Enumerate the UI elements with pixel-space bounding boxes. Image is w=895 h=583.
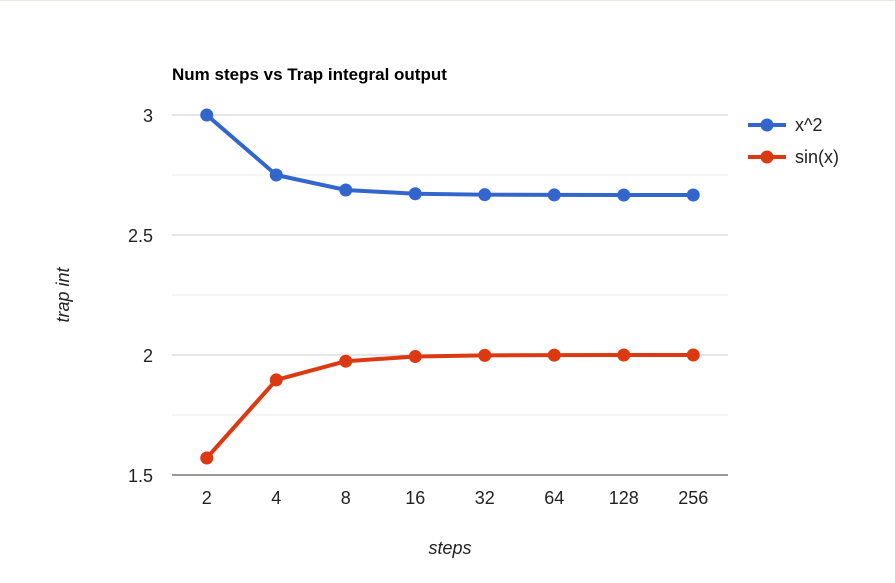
series-line xyxy=(204,113,696,197)
legend-swatch-dot xyxy=(760,150,774,164)
series-group xyxy=(200,108,700,465)
data-point xyxy=(339,183,353,197)
y-tick-label: 2 xyxy=(143,346,153,366)
legend: x^2 sin(x) xyxy=(748,115,839,167)
legend-label: sin(x) xyxy=(795,147,839,167)
legend-item: x^2 xyxy=(748,115,822,135)
x-tick-label: 128 xyxy=(609,488,639,508)
series-x^2 xyxy=(200,108,700,202)
data-point xyxy=(547,188,561,202)
data-point xyxy=(339,354,353,368)
data-point xyxy=(269,168,283,182)
x-tick-label: 4 xyxy=(271,488,281,508)
legend-label: x^2 xyxy=(795,115,822,135)
data-point xyxy=(478,188,492,202)
data-point xyxy=(478,348,492,362)
data-point xyxy=(686,348,700,362)
x-tick-label: 256 xyxy=(678,488,708,508)
x-axis-title: steps xyxy=(428,538,471,558)
legend-swatch-dot xyxy=(760,118,774,132)
data-point xyxy=(686,188,700,202)
series-line xyxy=(204,353,696,461)
x-axis-ticks: 2 4 8 16 32 64 128 256 xyxy=(202,488,709,508)
legend-item: sin(x) xyxy=(748,147,839,167)
y-tick-label: 3 xyxy=(143,106,153,126)
data-point xyxy=(408,187,422,201)
x-tick-label: 64 xyxy=(544,488,564,508)
gridlines xyxy=(172,114,728,476)
y-tick-label: 2.5 xyxy=(128,226,153,246)
data-point xyxy=(200,108,214,122)
y-tick-label: 1.5 xyxy=(128,466,153,486)
data-point xyxy=(617,188,631,202)
x-tick-label: 8 xyxy=(341,488,351,508)
series-sin(x) xyxy=(200,348,700,465)
x-tick-label: 16 xyxy=(405,488,425,508)
x-tick-label: 32 xyxy=(475,488,495,508)
y-axis-title: trap int xyxy=(53,266,73,322)
data-point xyxy=(200,451,214,465)
data-point xyxy=(617,348,631,362)
data-point xyxy=(408,350,422,364)
chart-title: Num steps vs Trap integral output xyxy=(172,65,447,84)
x-tick-label: 2 xyxy=(202,488,212,508)
data-point xyxy=(547,348,561,362)
y-axis-ticks: 1.5 2 2.5 3 xyxy=(128,106,153,486)
data-point xyxy=(269,373,283,387)
